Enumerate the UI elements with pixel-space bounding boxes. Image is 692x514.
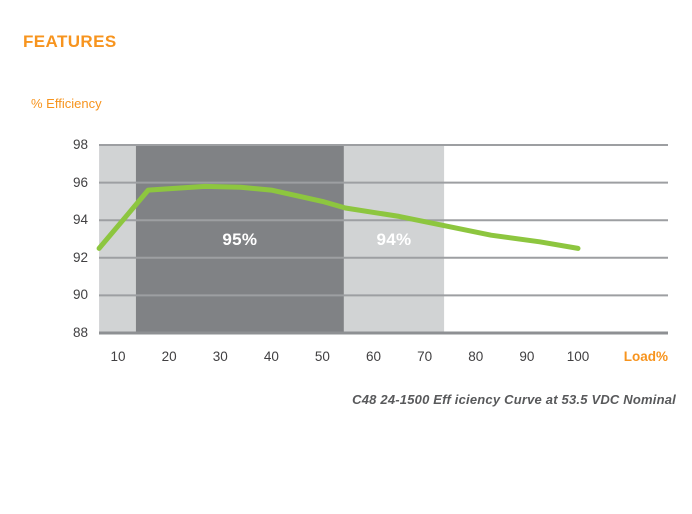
x-tick-label-40: 40 bbox=[263, 349, 279, 364]
x-axis-title: Load% bbox=[623, 349, 668, 364]
x-tick-label-70: 70 bbox=[417, 349, 433, 364]
x-tick-label-30: 30 bbox=[212, 349, 228, 364]
y-tick-label-88: 88 bbox=[72, 325, 88, 340]
x-tick-label-20: 20 bbox=[161, 349, 177, 364]
x-tick-label-100: 100 bbox=[566, 349, 590, 364]
efficiency-line bbox=[96, 183, 581, 251]
band-label-94%: 94% bbox=[376, 229, 412, 249]
x-tick-label-50: 50 bbox=[314, 349, 330, 364]
y-axis-title: % Efficiency bbox=[31, 96, 102, 111]
x-tick-label-90: 90 bbox=[519, 349, 535, 364]
page-title: FEATURES bbox=[23, 32, 117, 51]
y-tick-label-90: 90 bbox=[72, 287, 88, 303]
y-tick-label-96: 96 bbox=[72, 174, 88, 190]
x-tick-label-80: 80 bbox=[468, 349, 484, 364]
x-tick-label-10: 10 bbox=[110, 349, 126, 364]
chart-caption: C48 24-1500 Eff iciency Curve at 53.5 VD… bbox=[352, 392, 676, 407]
y-tick-label-98: 98 bbox=[72, 137, 88, 152]
band-95% bbox=[135, 145, 344, 333]
x-tick-label-60: 60 bbox=[366, 349, 382, 364]
y-tick-label-94: 94 bbox=[72, 212, 88, 228]
band-label-95%: 95% bbox=[222, 229, 258, 249]
y-tick-label-92: 92 bbox=[72, 249, 88, 265]
band-94% bbox=[343, 145, 445, 333]
